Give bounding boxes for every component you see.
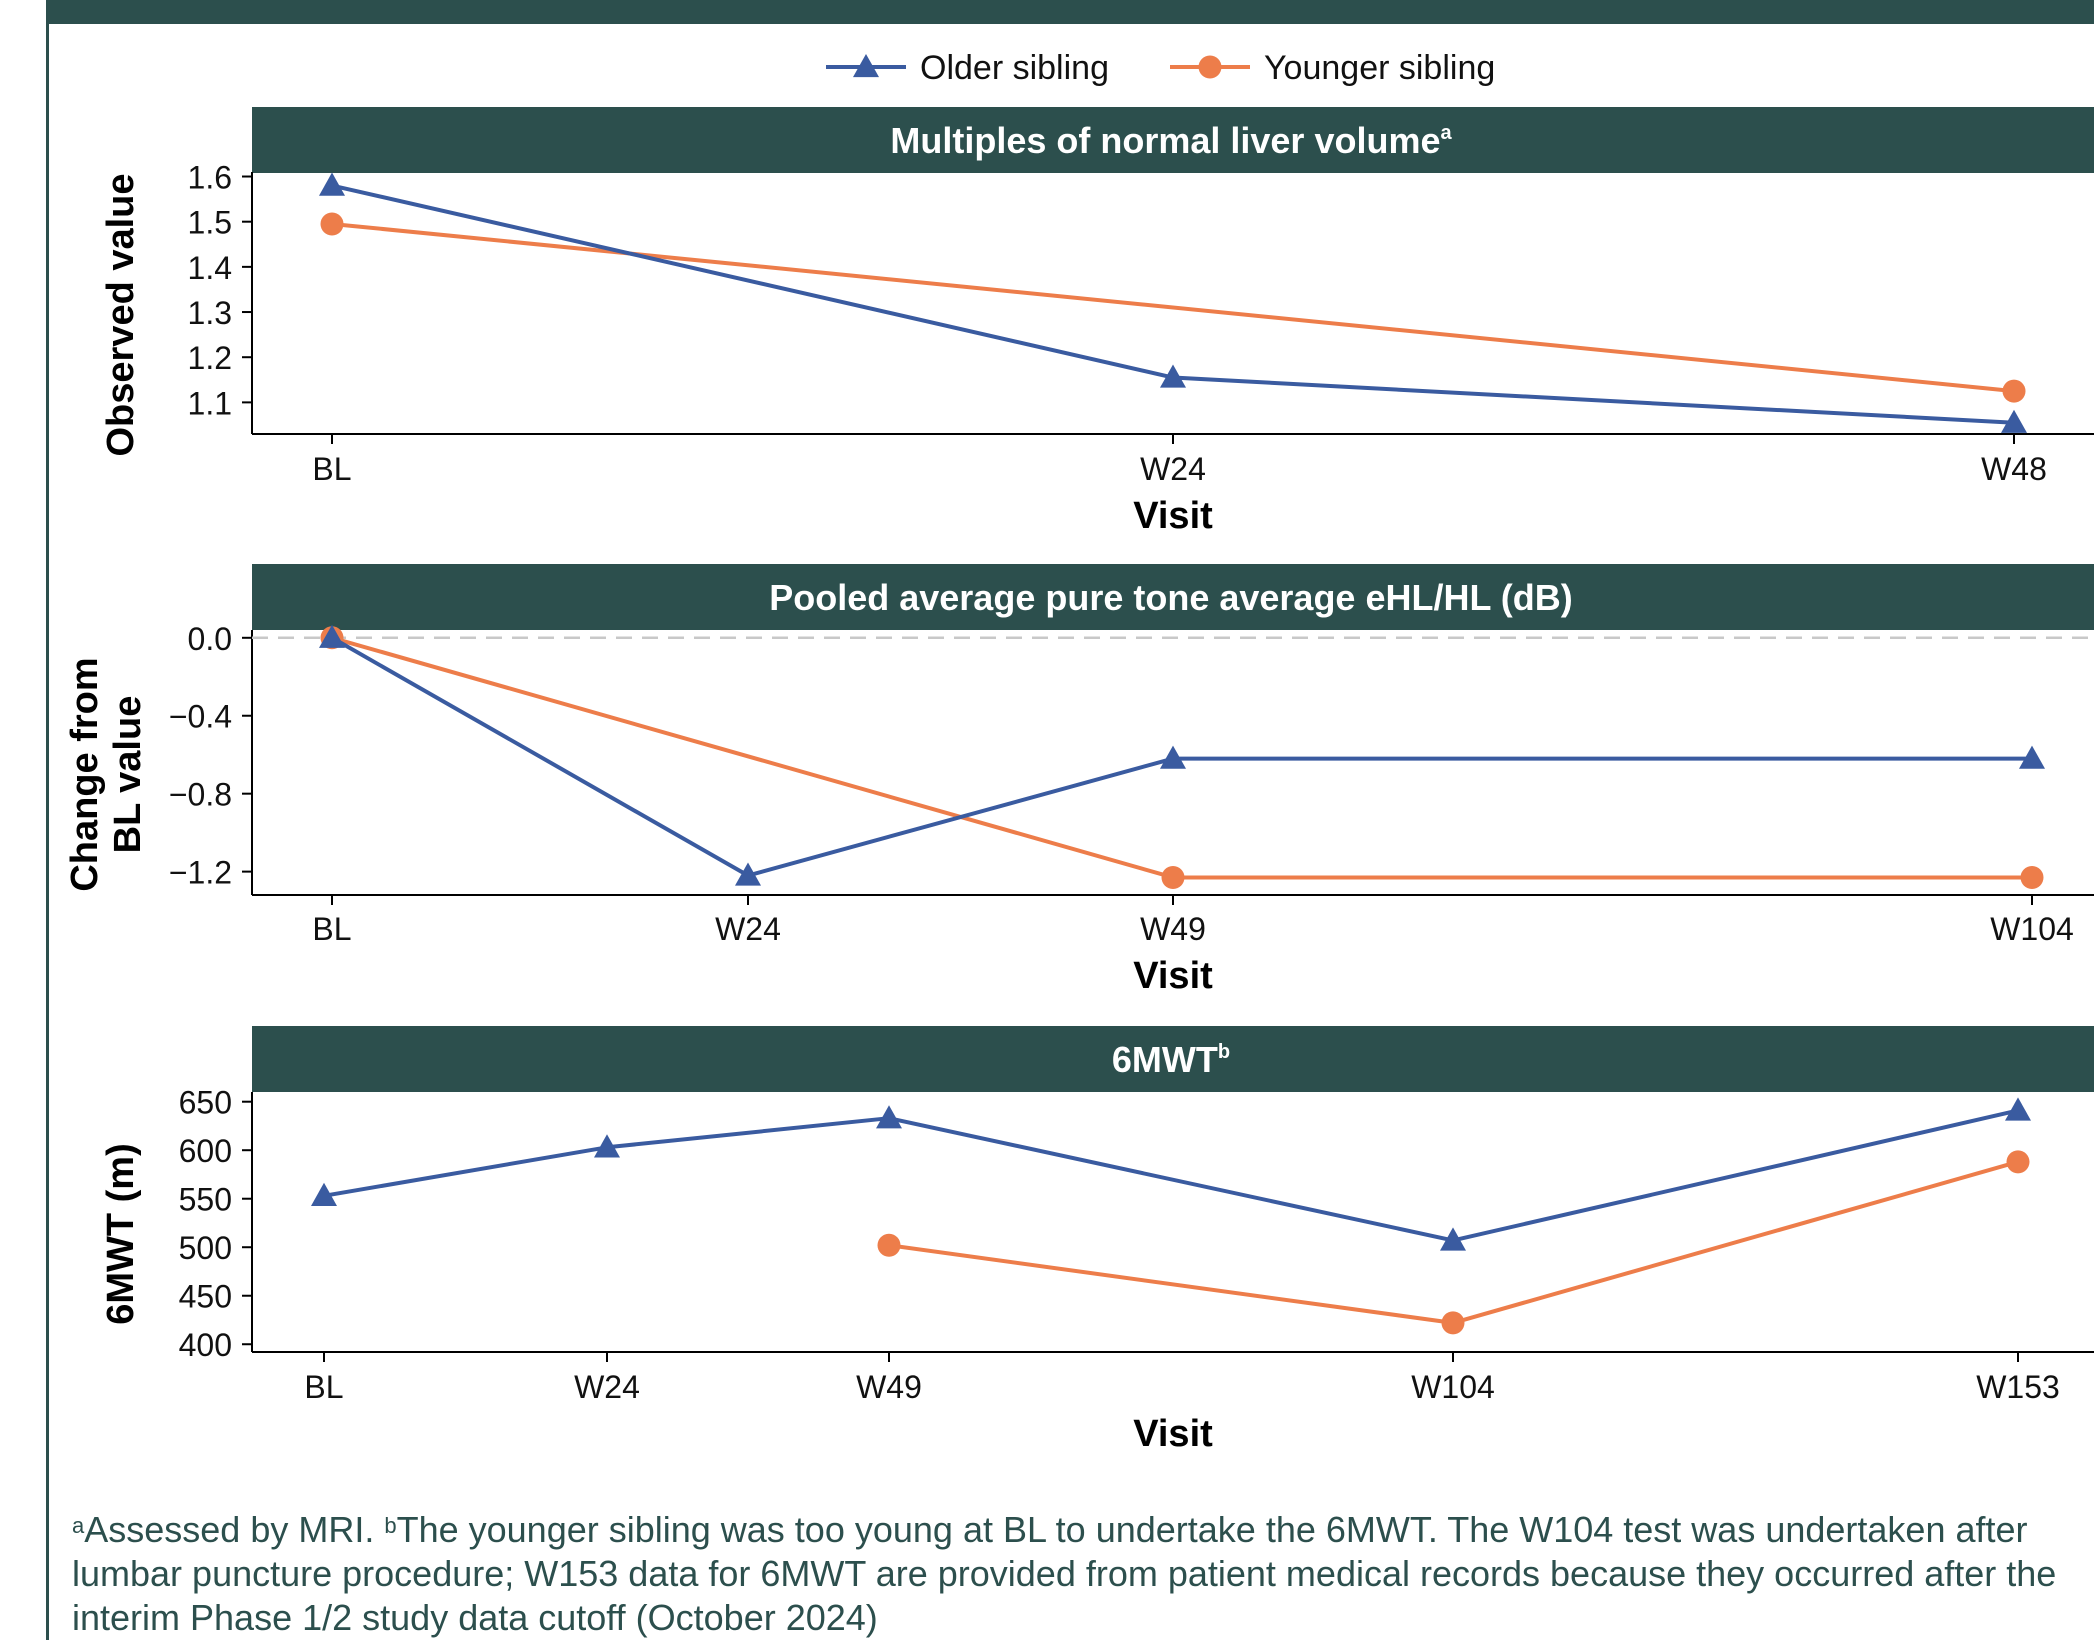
y-tick-label: 1.2 [188,340,232,376]
y-tick-label: 650 [179,1085,232,1121]
x-axis-label: Visit [1133,955,1213,997]
panel-3: 6MWTb 650 600 550 500 450 400 BL W24 W49 W104 W153 V… [100,1026,2094,1455]
y-tick-label: −1.2 [169,855,232,891]
x-tick-label: W104 [1411,1369,1495,1405]
y-tick-label: −0.4 [169,699,232,735]
footnote-marker-a: a [72,1513,85,1538]
data-point-older [1160,745,1186,769]
y-tick-label: 600 [179,1133,232,1169]
footnote-text-a: Assessed by MRI. [84,1509,385,1550]
y-tick-label: 400 [179,1327,232,1363]
y-tick-label: 1.6 [188,160,232,196]
figure-left-border [46,0,49,1640]
x-tick-label: BL [304,1369,343,1405]
panel-header [252,107,2094,173]
y-axis-label-line2: BL value [107,696,149,854]
x-tick-label: W49 [856,1369,922,1405]
footnote: aAssessed by MRI. bThe younger sibling w… [72,1508,2082,1640]
y-tick-label: 1.1 [188,385,232,421]
y-tick-label: 1.5 [188,205,232,241]
series-line-older [331,636,2032,878]
y-axis-label-line1: Change from [64,657,106,891]
data-point-younger [2020,865,2044,889]
y-tick-label: 500 [179,1230,232,1266]
y-axis-label: Observed value [100,173,142,456]
x-tick-label: W48 [1981,451,2047,487]
x-tick-label: W24 [715,911,781,947]
y-tick-label: 550 [179,1182,232,1218]
x-axis-label: Visit [1133,495,1213,537]
x-tick-label: W24 [574,1369,640,1405]
data-point-older [1440,1227,1466,1251]
y-tick-label: 450 [179,1279,232,1315]
panel-title-superscript: b [1218,1041,1230,1063]
panel-header [252,564,2094,630]
y-axis-label: 6MWT (m) [100,1143,142,1325]
data-point-younger [1441,1311,1465,1335]
series-line-younger [331,221,2015,394]
x-tick-label: BL [312,911,351,947]
x-tick-label: W24 [1140,451,1206,487]
chart-canvas: Older sibling Younger sibling Multiples of… [64,49,2094,1455]
data-point-older [1160,364,1186,388]
legend: Older sibling Younger sibling [826,49,1495,87]
y-tick-label: 1.4 [188,250,232,286]
data-point-younger [320,212,344,236]
series-line-older [323,1108,2019,1243]
data-point-younger [2002,379,2026,403]
x-tick-label: W104 [1990,911,2074,947]
panel-2: Pooled average pure tone average eHL/HL … [64,564,2094,997]
data-point-older [2019,745,2045,769]
data-point-older [319,624,345,648]
legend-younger-label: Younger sibling [1264,49,1495,87]
panel-title: Pooled average pure tone average eHL/HL … [769,577,1573,618]
panel-title-superscript: a [1440,122,1452,144]
data-point-older [2005,1097,2031,1121]
data-point-older [2001,409,2027,433]
data-point-older [594,1134,620,1158]
data-point-older [735,862,761,886]
y-tick-label: 0.0 [188,621,232,657]
legend-younger-marker [1198,55,1222,79]
panel-header [252,1026,2094,1092]
y-tick-label: −0.8 [169,777,232,813]
panel-title: 6MWTb [1112,1039,1230,1080]
data-point-older [876,1105,902,1129]
data-point-younger [1161,865,1185,889]
panel-1: Multiples of normal liver volumea 1.6 1.5 1… [100,107,2094,537]
figure-title-bar [48,0,2094,24]
data-point-older [311,1182,337,1206]
x-axis-label: Visit [1133,1413,1213,1455]
data-point-younger [877,1233,901,1257]
data-point-younger [2006,1150,2030,1174]
x-tick-label: W153 [1976,1369,2060,1405]
legend-older-marker [853,54,879,78]
data-point-older [319,172,345,196]
legend-older-label: Older sibling [920,49,1109,87]
footnote-marker-b: b [384,1513,397,1538]
x-tick-label: W49 [1140,911,1206,947]
footnote-text-b: The younger sibling was too young at BL … [72,1509,2057,1638]
y-tick-label: 1.3 [188,295,232,331]
panel-title: Multiples of normal liver volumea [890,120,1452,161]
x-tick-label: BL [312,451,351,487]
